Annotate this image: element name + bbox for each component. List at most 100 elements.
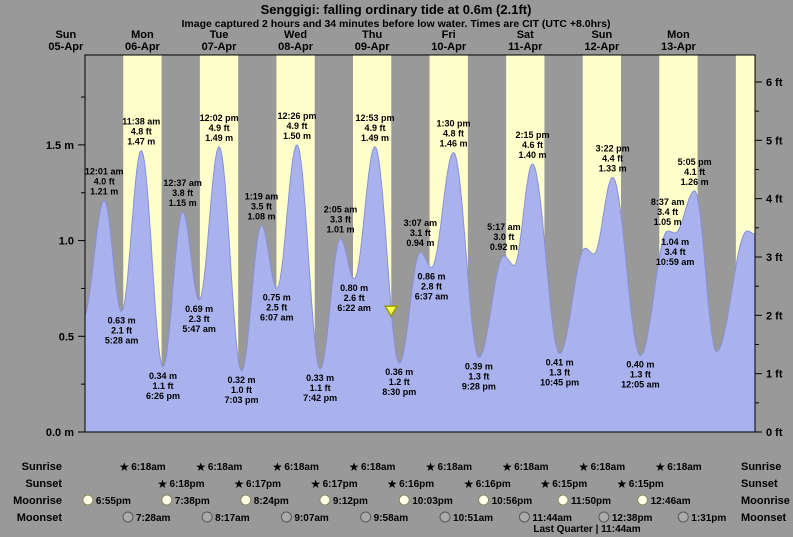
- moonrise-time: 9:12pm: [333, 496, 368, 507]
- annotation-line: 6:07 am: [260, 312, 294, 322]
- annotation-line: 0.36 m: [385, 367, 413, 377]
- annotation-line: 1.2 ft: [389, 377, 410, 387]
- annotation-line: 0.39 m: [465, 361, 493, 371]
- moonset-icon: [518, 511, 530, 523]
- right-axis-label: 3 ft: [766, 252, 783, 264]
- annotation-line: 11:38 am: [122, 117, 160, 127]
- day-label-weekday: Sat: [517, 29, 534, 41]
- last-quarter-note: Last Quarter | 11:44am: [533, 524, 640, 535]
- annotation-line: 6:22 am: [337, 303, 371, 313]
- sunset-time: 6:15pm: [552, 479, 587, 490]
- right-axis-label: 1 ft: [766, 369, 783, 381]
- annotation-line: 1.26 m: [681, 177, 709, 187]
- annotation-line: 4.9 ft: [364, 123, 385, 133]
- annotation-line: 1.15 m: [169, 198, 197, 208]
- sunrise-icon: ★: [195, 460, 206, 474]
- high-tide-annotation: 2:15 pm4.6 ft1.40 m: [515, 130, 549, 160]
- annotation-line: 1.3 ft: [630, 369, 651, 379]
- annotation-line: 1.49 m: [361, 133, 389, 143]
- annotation-line: 3.0 ft: [493, 232, 514, 242]
- low-tide-annotation: 0.33 m1.1 ft7:42 pm: [303, 373, 337, 403]
- annotation-line: 12:01 am: [85, 166, 124, 176]
- moonset-icon: [598, 511, 610, 523]
- high-tide-annotation: 1:19 am3.5 ft1.08 m: [245, 191, 279, 221]
- sunrise-time: 6:18am: [208, 462, 243, 473]
- annotation-line: 1.3 ft: [549, 368, 570, 378]
- moonset-time: 9:07am: [294, 513, 329, 524]
- annotation-line: 0.69 m: [185, 304, 213, 314]
- low-tide-annotation: 0.80 m2.6 ft6:22 am: [337, 283, 371, 313]
- low-tide-annotation: 0.63 m2.1 ft5:28 am: [105, 315, 139, 345]
- day-label-weekday: Mon: [131, 29, 154, 41]
- moonset-time: 7:28am: [136, 513, 171, 524]
- moonset-row-label-right: Moonset: [741, 512, 787, 524]
- moonrise-row-label-left: Moonrise: [13, 495, 62, 507]
- page-title: Senggigi: falling ordinary tide at 0.6m …: [261, 2, 532, 17]
- moonrise-time: 8:24pm: [254, 496, 289, 507]
- annotation-line: 0.63 m: [108, 315, 136, 325]
- tide-curve-group: [85, 144, 755, 432]
- moonset-icon: [201, 511, 213, 523]
- astro-rows: ★ 6:18am ★ 6:18am ★ 6:18am ★ 6:18am ★ 6:18am ★ 6:18…: [82, 460, 726, 524]
- moonset-time: 12:38pm: [612, 513, 653, 524]
- moonrise-icon: [240, 494, 252, 506]
- left-axis-label: 1.0: [59, 236, 74, 248]
- high-tide-annotation: 12:53 pm4.9 ft1.49 m: [355, 113, 394, 143]
- plot-frame-and-axes: 0.0 m 0.5 1.0 1.5 m 0 ft 1 ft 2 ft 3 ft 4 ft 5 ft…: [46, 54, 783, 439]
- annotation-line: 1.33 m: [599, 163, 627, 173]
- page-subtitle: Image captured 2 hours and 34 minutes be…: [182, 18, 611, 30]
- moonset-time: 10:51am: [453, 513, 493, 524]
- annotation-line: 4.1 ft: [684, 167, 705, 177]
- moonrise-icon: [398, 494, 410, 506]
- sunset-time: 6:16pm: [399, 479, 434, 490]
- day-label-weekday: Thu: [362, 29, 382, 41]
- annotation-line: 2.1 ft: [111, 325, 132, 335]
- moonrise-time: 7:38pm: [175, 496, 210, 507]
- sunset-time: 6:17pm: [323, 479, 358, 490]
- moonrise-icon: [319, 494, 331, 506]
- annotation-line: 1.46 m: [439, 139, 467, 149]
- day-label-date: 07-Apr: [202, 41, 238, 53]
- annotation-line: 4.9 ft: [209, 123, 230, 133]
- annotation-line: 9:28 pm: [462, 381, 496, 391]
- sunset-icon: ★: [234, 477, 245, 491]
- annotation-line: 2.5 ft: [266, 302, 287, 312]
- annotation-line: 1.21 m: [90, 186, 118, 196]
- day-labels: Sun05-AprMon06-AprTue07-AprWed08-AprThu0…: [48, 29, 696, 53]
- annotation-line: 0.94 m: [406, 238, 434, 248]
- annotation-line: 8:37 am: [651, 197, 685, 207]
- sunrise-time: 6:18am: [438, 462, 473, 473]
- annotation-line: 2.6 ft: [344, 293, 365, 303]
- annotation-line: 12:26 pm: [277, 111, 316, 121]
- annotation-line: 2:05 am: [324, 205, 358, 215]
- high-tide-annotation: 8:37 am3.4 ft1.05 m: [651, 197, 685, 227]
- sunrise-time: 6:18am: [361, 462, 396, 473]
- annotation-line: 12:05 am: [621, 379, 660, 389]
- current-time-marker: [383, 305, 399, 318]
- moonset-time: 1:31pm: [691, 513, 726, 524]
- annotation-line: 1.04 m: [661, 237, 689, 247]
- moonrise-time: 6:55pm: [96, 496, 131, 507]
- annotation-line: 3.5 ft: [251, 201, 272, 211]
- annotation-line: 4.4 ft: [602, 153, 623, 163]
- sunrise-time: 6:18am: [667, 462, 702, 473]
- moonset-time: 9:58am: [374, 513, 409, 524]
- moonrise-icon: [161, 494, 173, 506]
- moonset-icon: [360, 511, 372, 523]
- annotation-line: 3:22 pm: [596, 143, 630, 153]
- moonrise-icon: [557, 494, 569, 506]
- annotation-line: 1.3 ft: [468, 371, 489, 381]
- annotation-line: 6:37 am: [415, 291, 449, 301]
- annotation-line: 1.08 m: [247, 211, 275, 221]
- sunset-time: 6:15pm: [629, 479, 664, 490]
- sunrise-time: 6:18am: [284, 462, 319, 473]
- tide-annotations: 12:01 am4.0 ft1.21 m 0.63 m2.1 ft5:28 am 1…: [85, 111, 712, 405]
- sunset-icon: ★: [310, 477, 321, 491]
- high-tide-annotation: 3:22 pm4.4 ft1.33 m: [596, 143, 630, 173]
- day-label-weekday: Sun: [591, 29, 612, 41]
- moonset-icon: [280, 511, 292, 523]
- annotation-line: 6:26 pm: [146, 391, 180, 401]
